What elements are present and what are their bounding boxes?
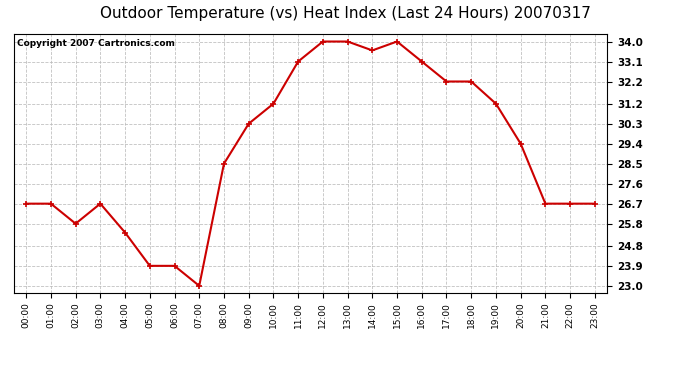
- Text: Copyright 2007 Cartronics.com: Copyright 2007 Cartronics.com: [17, 39, 175, 48]
- Text: Outdoor Temperature (vs) Heat Index (Last 24 Hours) 20070317: Outdoor Temperature (vs) Heat Index (Las…: [99, 6, 591, 21]
